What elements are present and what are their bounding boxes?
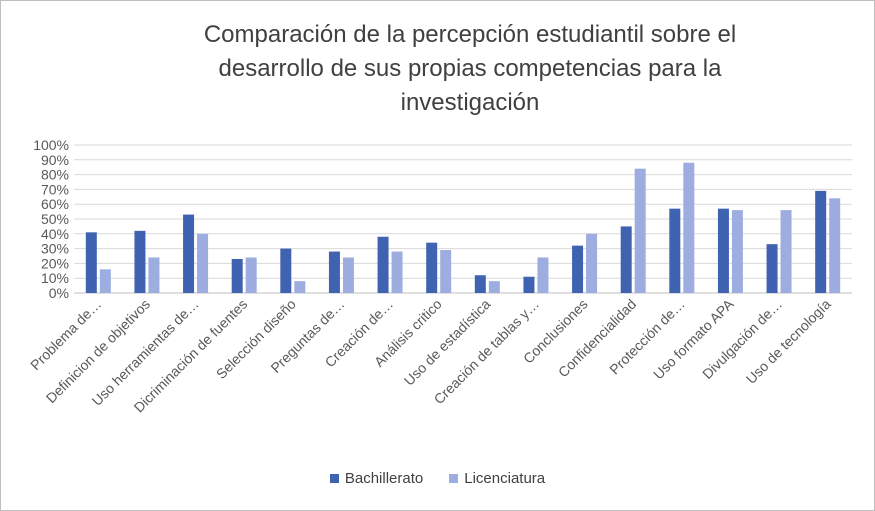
y-tick-label: 90% [41, 152, 69, 168]
bar-bachillerato [669, 208, 681, 293]
chart-title: Comparación de la percepción estudiantil… [170, 18, 770, 120]
bar-licenciatura [780, 210, 792, 293]
y-tick-label: 50% [41, 211, 69, 227]
bar-licenciatura [731, 210, 743, 293]
y-tick-label: 10% [41, 270, 69, 286]
y-tick-label: 0% [49, 285, 69, 301]
legend: Bachillerato Licenciatura [0, 470, 875, 487]
legend-label-licenciatura: Licenciatura [464, 470, 546, 487]
bar-bachillerato [328, 251, 340, 293]
y-tick-label: 100% [33, 137, 69, 153]
bar-licenciatura [342, 257, 354, 293]
legend-item-bachillerato: Bachillerato [329, 470, 424, 487]
y-tick-label: 20% [41, 255, 69, 271]
bar-bachillerato [717, 208, 729, 293]
bar-bachillerato [85, 232, 97, 293]
legend-label-bachillerato: Bachillerato [344, 470, 424, 487]
bar-licenciatura [829, 198, 841, 293]
bar-licenciatura [488, 281, 500, 293]
bar-bachillerato [280, 248, 292, 293]
chart-title-line-3: investigación [400, 89, 540, 116]
bar-bachillerato [572, 245, 584, 293]
bar-licenciatura [197, 233, 209, 293]
bar-bachillerato [523, 276, 535, 293]
bar-bachillerato [766, 244, 778, 293]
x-tick-label: Uso de estadística [401, 296, 494, 389]
y-tick-label: 80% [41, 167, 69, 183]
bar-licenciatura [537, 257, 549, 293]
x-tick-label: Uso de tecnología [743, 296, 834, 387]
bar-bachillerato [134, 230, 146, 293]
bar-bachillerato [815, 190, 827, 293]
y-tick-label: 40% [41, 226, 69, 242]
bar-licenciatura [586, 233, 598, 293]
bar-licenciatura [245, 257, 257, 293]
bar-bachillerato [620, 226, 632, 293]
y-tick-label: 30% [41, 241, 69, 257]
y-axis-ticks: 0%10%20%30%40%50%60%70%80%90%100% [33, 137, 69, 301]
chart-title-line-2: desarrollo de sus propias competencias p… [218, 55, 722, 82]
bars [85, 162, 841, 293]
legend-item-licenciatura: Licenciatura [449, 470, 545, 487]
bar-licenciatura [391, 251, 403, 293]
legend-swatch-licenciatura [449, 474, 459, 483]
bar-licenciatura [99, 269, 111, 293]
chart-title-line-1: Comparación de la percepción estudiantil… [203, 21, 737, 48]
bar-bachillerato [231, 258, 243, 293]
bar-bachillerato [377, 236, 389, 293]
bar-licenciatura [440, 250, 452, 293]
bar-licenciatura [634, 168, 646, 293]
bar-licenciatura [148, 257, 160, 293]
y-tick-label: 70% [41, 181, 69, 197]
bar-bachillerato [183, 214, 195, 293]
legend-swatch-bachillerato [329, 474, 339, 483]
bar-bachillerato [474, 275, 486, 293]
bar-licenciatura [683, 162, 695, 293]
bar-licenciatura [294, 281, 306, 293]
y-tick-label: 60% [41, 196, 69, 212]
bar-bachillerato [426, 242, 438, 293]
